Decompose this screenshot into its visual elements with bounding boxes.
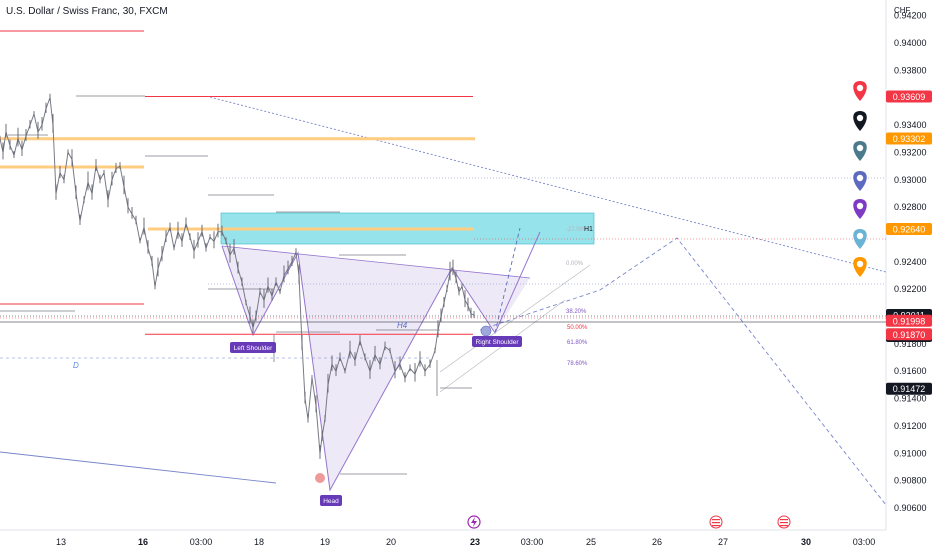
price-line bbox=[0, 97, 475, 454]
price-badge-text-6: 0.91870 bbox=[893, 330, 926, 340]
price-badge-6 bbox=[886, 328, 932, 341]
price-badge-text-4: 0.91998 bbox=[893, 316, 926, 326]
current-price-dot[interactable] bbox=[480, 325, 492, 337]
d-label: D bbox=[73, 361, 79, 370]
trend-line-descending[interactable] bbox=[209, 96, 887, 273]
y-tick-4: 0.93200 bbox=[894, 147, 927, 157]
price-badge-text-0: 0.93609 bbox=[893, 92, 926, 102]
projection-path[interactable] bbox=[479, 237, 887, 506]
price-badge-7 bbox=[886, 382, 932, 395]
slate-pin-icon[interactable] bbox=[853, 141, 867, 161]
fib-label-1: 38.20% bbox=[566, 309, 587, 315]
us-flag-icon-2[interactable] bbox=[777, 515, 791, 529]
x-tick-1: 16 bbox=[138, 537, 148, 547]
h4-label: H4 bbox=[397, 321, 408, 330]
fib-trend-line-2 bbox=[439, 264, 591, 373]
lightning-icon[interactable] bbox=[467, 515, 481, 529]
price-badge-text-1: 0.93302 bbox=[893, 134, 926, 144]
head-label: Head bbox=[323, 498, 339, 505]
fib-label-0: 0.00% bbox=[566, 261, 584, 267]
price-badge-2 bbox=[886, 223, 932, 235]
y-tick-14: 0.90800 bbox=[894, 476, 927, 486]
range-lines bbox=[0, 95, 472, 475]
x-tick-7: 03:00 bbox=[521, 537, 544, 547]
annotation-head[interactable]: Head bbox=[320, 495, 342, 506]
y-tick-5: 0.93000 bbox=[894, 175, 927, 185]
x-tick-3: 18 bbox=[254, 537, 264, 547]
y-tick-3: 0.93400 bbox=[894, 120, 927, 130]
indigo-pin-icon[interactable] bbox=[853, 171, 867, 191]
price-badge-text-7: 0.91472 bbox=[893, 384, 926, 394]
fib-label-5: -27.00% bbox=[566, 227, 589, 233]
x-tick-4: 19 bbox=[320, 537, 330, 547]
y-tick-13: 0.91000 bbox=[894, 448, 927, 458]
y-tick-11: 0.91400 bbox=[894, 394, 927, 404]
h1-label: H1 bbox=[584, 226, 593, 233]
chart-title: U.S. Dollar / Swiss Franc, 30, FXCM bbox=[6, 6, 168, 17]
y-tick-9: 0.91800 bbox=[894, 339, 927, 349]
left-shoulder-label: Left Shoulder bbox=[234, 345, 274, 352]
head-shoulders-fill bbox=[222, 246, 530, 490]
price-badge-1 bbox=[886, 132, 932, 145]
y-tick-7: 0.92400 bbox=[894, 257, 927, 267]
x-tick-0: 13 bbox=[56, 537, 66, 547]
orange-pin-icon[interactable] bbox=[853, 257, 867, 277]
x-tick-10: 27 bbox=[718, 537, 728, 547]
alert-markers[interactable] bbox=[853, 81, 867, 277]
y-axis[interactable]: 0.94200 0.94000 0.93800 0.93400 0.93200 0.930… bbox=[894, 11, 927, 513]
right-shoulder-label: Right Shoulder bbox=[476, 339, 520, 346]
y-tick-2: 0.93800 bbox=[894, 65, 927, 75]
currency-label: CHF bbox=[894, 6, 911, 15]
x-tick-11: 30 bbox=[801, 537, 811, 547]
price-series bbox=[0, 93, 475, 459]
y-tick-8: 0.92200 bbox=[894, 284, 927, 294]
projection-up[interactable] bbox=[494, 227, 521, 334]
y-tick-1: 0.94000 bbox=[894, 38, 927, 48]
y-tick-15: 0.90600 bbox=[894, 503, 927, 513]
price-badge-text-2: 0.92640 bbox=[893, 225, 926, 235]
y-tick-10: 0.91600 bbox=[894, 366, 927, 376]
trend-line-low[interactable] bbox=[0, 451, 277, 484]
annotation-right-shoulder[interactable]: Right Shoulder bbox=[472, 336, 522, 347]
y-tick-12: 0.91200 bbox=[894, 421, 927, 431]
x-tick-5: 20 bbox=[386, 537, 396, 547]
fib-levels: 0.00% 38.20% 50.00% 61.80% 78.60% -27.00% bbox=[566, 227, 589, 367]
x-tick-9: 26 bbox=[652, 537, 662, 547]
red-pin-icon[interactable] bbox=[853, 81, 867, 101]
price-badge-0 bbox=[886, 90, 932, 103]
y-tick-0: 0.94200 bbox=[894, 11, 927, 21]
purple-pin-icon[interactable] bbox=[853, 199, 867, 219]
lightblue-pin-icon[interactable] bbox=[853, 229, 867, 249]
fib-label-4: 78.60% bbox=[567, 361, 588, 367]
fib-label-2: 50.00% bbox=[567, 325, 588, 331]
price-badge-4 bbox=[886, 314, 932, 327]
x-tick-6: 23 bbox=[470, 537, 480, 547]
black-pin-icon[interactable] bbox=[853, 111, 867, 131]
x-axis[interactable]: 13 16 03:00 18 19 20 23 03:00 25 26 27 30 03:00 bbox=[56, 537, 875, 547]
y-tick-6: 0.92800 bbox=[894, 202, 927, 212]
neckline[interactable] bbox=[221, 245, 531, 279]
x-tick-12: 03:00 bbox=[853, 537, 876, 547]
low-marker-dot[interactable] bbox=[315, 473, 325, 483]
us-flag-icon[interactable] bbox=[709, 515, 723, 529]
x-tick-2: 03:00 bbox=[190, 537, 213, 547]
x-tick-8: 25 bbox=[586, 537, 596, 547]
annotation-left-shoulder[interactable]: Left Shoulder bbox=[230, 342, 276, 353]
price-badges: 0.936090.933020.926400.920110.919980.918… bbox=[886, 90, 932, 395]
fib-label-3: 61.80% bbox=[567, 340, 588, 346]
